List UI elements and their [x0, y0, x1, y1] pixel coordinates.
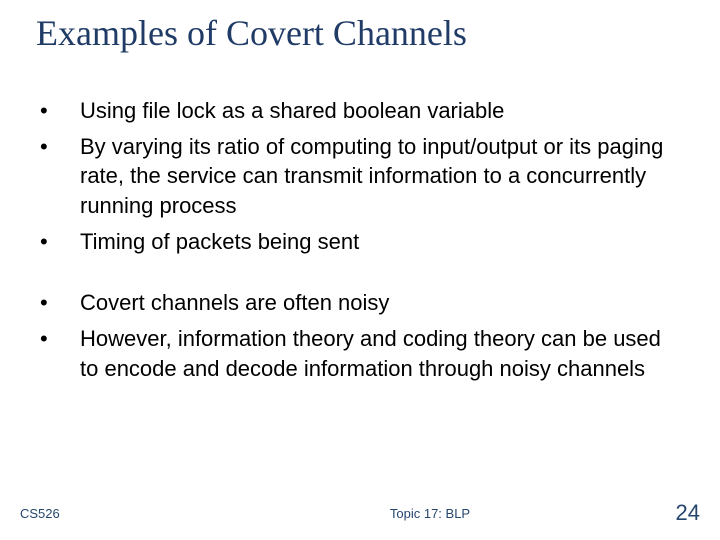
footer-course: CS526 — [20, 506, 220, 521]
bullet-marker: • — [36, 288, 80, 318]
bullet-marker: • — [36, 132, 80, 221]
bullet-group-2: • Covert channels are often noisy • Howe… — [36, 288, 684, 383]
bullet-item: • By varying its ratio of computing to i… — [36, 132, 684, 221]
bullet-text: Timing of packets being sent — [80, 227, 684, 257]
bullet-text: However, information theory and coding t… — [80, 324, 684, 383]
slide-footer: CS526 Topic 17: BLP 24 — [0, 500, 720, 526]
bullet-group-1: • Using file lock as a shared boolean va… — [36, 96, 684, 256]
bullet-text: Using file lock as a shared boolean vari… — [80, 96, 684, 126]
footer-topic: Topic 17: BLP — [220, 506, 640, 521]
bullet-item: • However, information theory and coding… — [36, 324, 684, 383]
bullet-item: • Using file lock as a shared boolean va… — [36, 96, 684, 126]
bullet-marker: • — [36, 227, 80, 257]
bullet-text: By varying its ratio of computing to inp… — [80, 132, 684, 221]
bullet-item: • Timing of packets being sent — [36, 227, 684, 257]
footer-page-number: 24 — [640, 500, 700, 526]
slide-title: Examples of Covert Channels — [36, 12, 684, 54]
bullet-marker: • — [36, 96, 80, 126]
slide: Examples of Covert Channels • Using file… — [0, 0, 720, 540]
bullet-text: Covert channels are often noisy — [80, 288, 684, 318]
bullet-marker: • — [36, 324, 80, 383]
bullet-item: • Covert channels are often noisy — [36, 288, 684, 318]
